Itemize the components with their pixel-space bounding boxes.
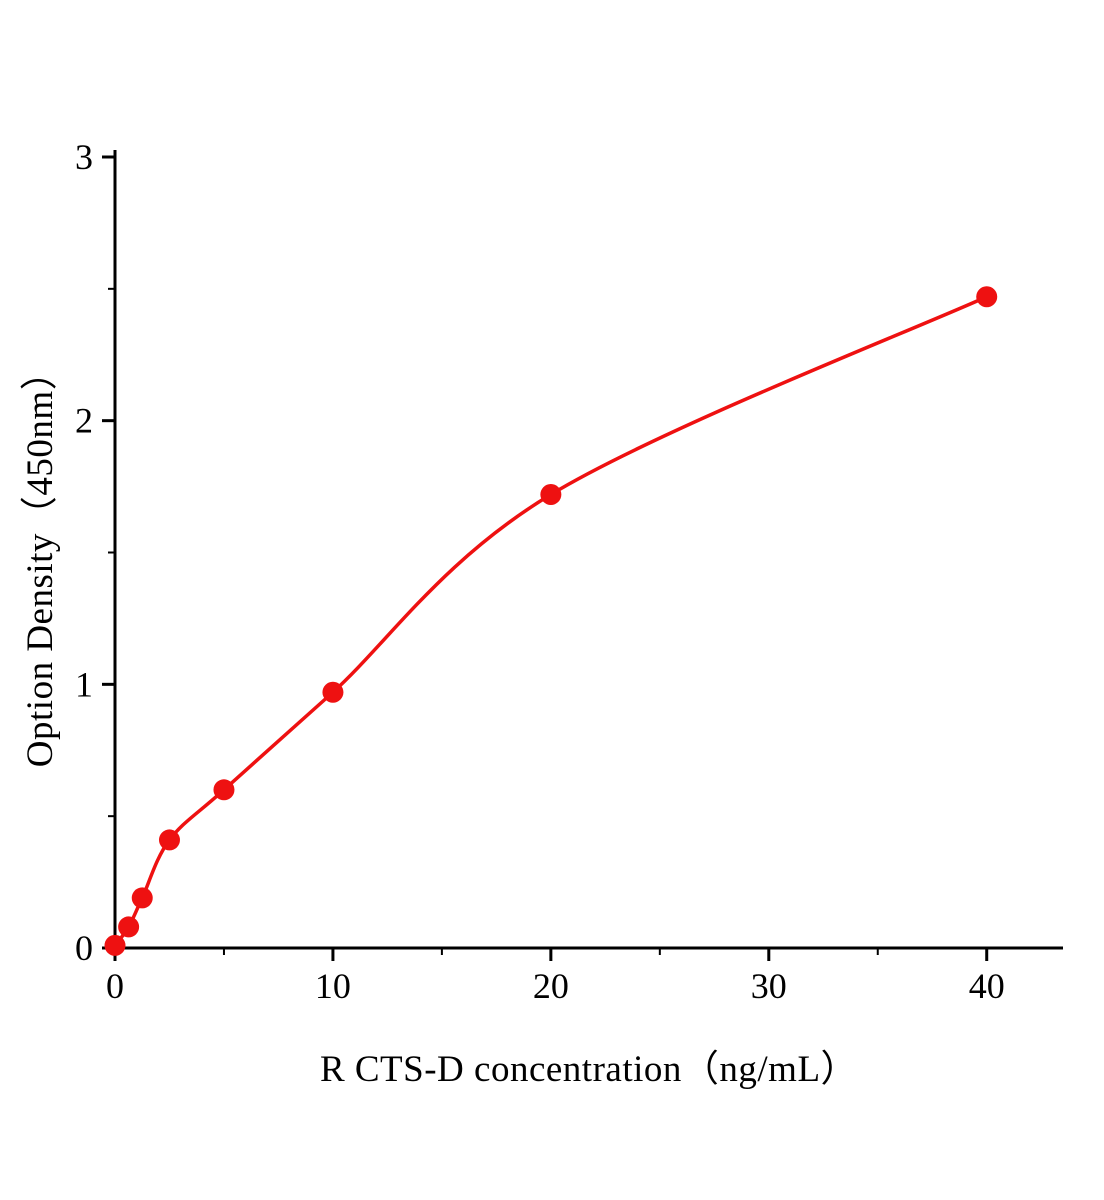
x-tick-label: 10 [315, 966, 351, 1006]
data-point [118, 916, 140, 938]
x-tick-label: 0 [106, 966, 124, 1006]
data-point [540, 483, 562, 505]
y-tick-label: 2 [75, 401, 93, 441]
y-tick-label: 3 [75, 137, 93, 177]
x-tick-label: 30 [751, 966, 787, 1006]
data-point [131, 887, 153, 909]
x-tick-label: 40 [969, 966, 1005, 1006]
y-tick-label: 0 [75, 928, 93, 968]
data-point [322, 681, 344, 703]
x-tick-label: 20 [533, 966, 569, 1006]
y-axis-label: Option Density（450nm） [20, 352, 61, 768]
data-points [104, 286, 998, 956]
data-point [976, 286, 998, 308]
x-axis-label: R CTS-D concentration（ng/mL） [319, 1049, 859, 1090]
fit-curve [113, 294, 989, 948]
data-point [158, 829, 180, 851]
y-tick-label: 1 [75, 664, 93, 704]
data-point [104, 934, 126, 956]
data-point [213, 779, 235, 801]
axes: 0 10 20 30 40 0 1 2 3 [75, 137, 1063, 1006]
fit-curve-path [113, 294, 989, 948]
